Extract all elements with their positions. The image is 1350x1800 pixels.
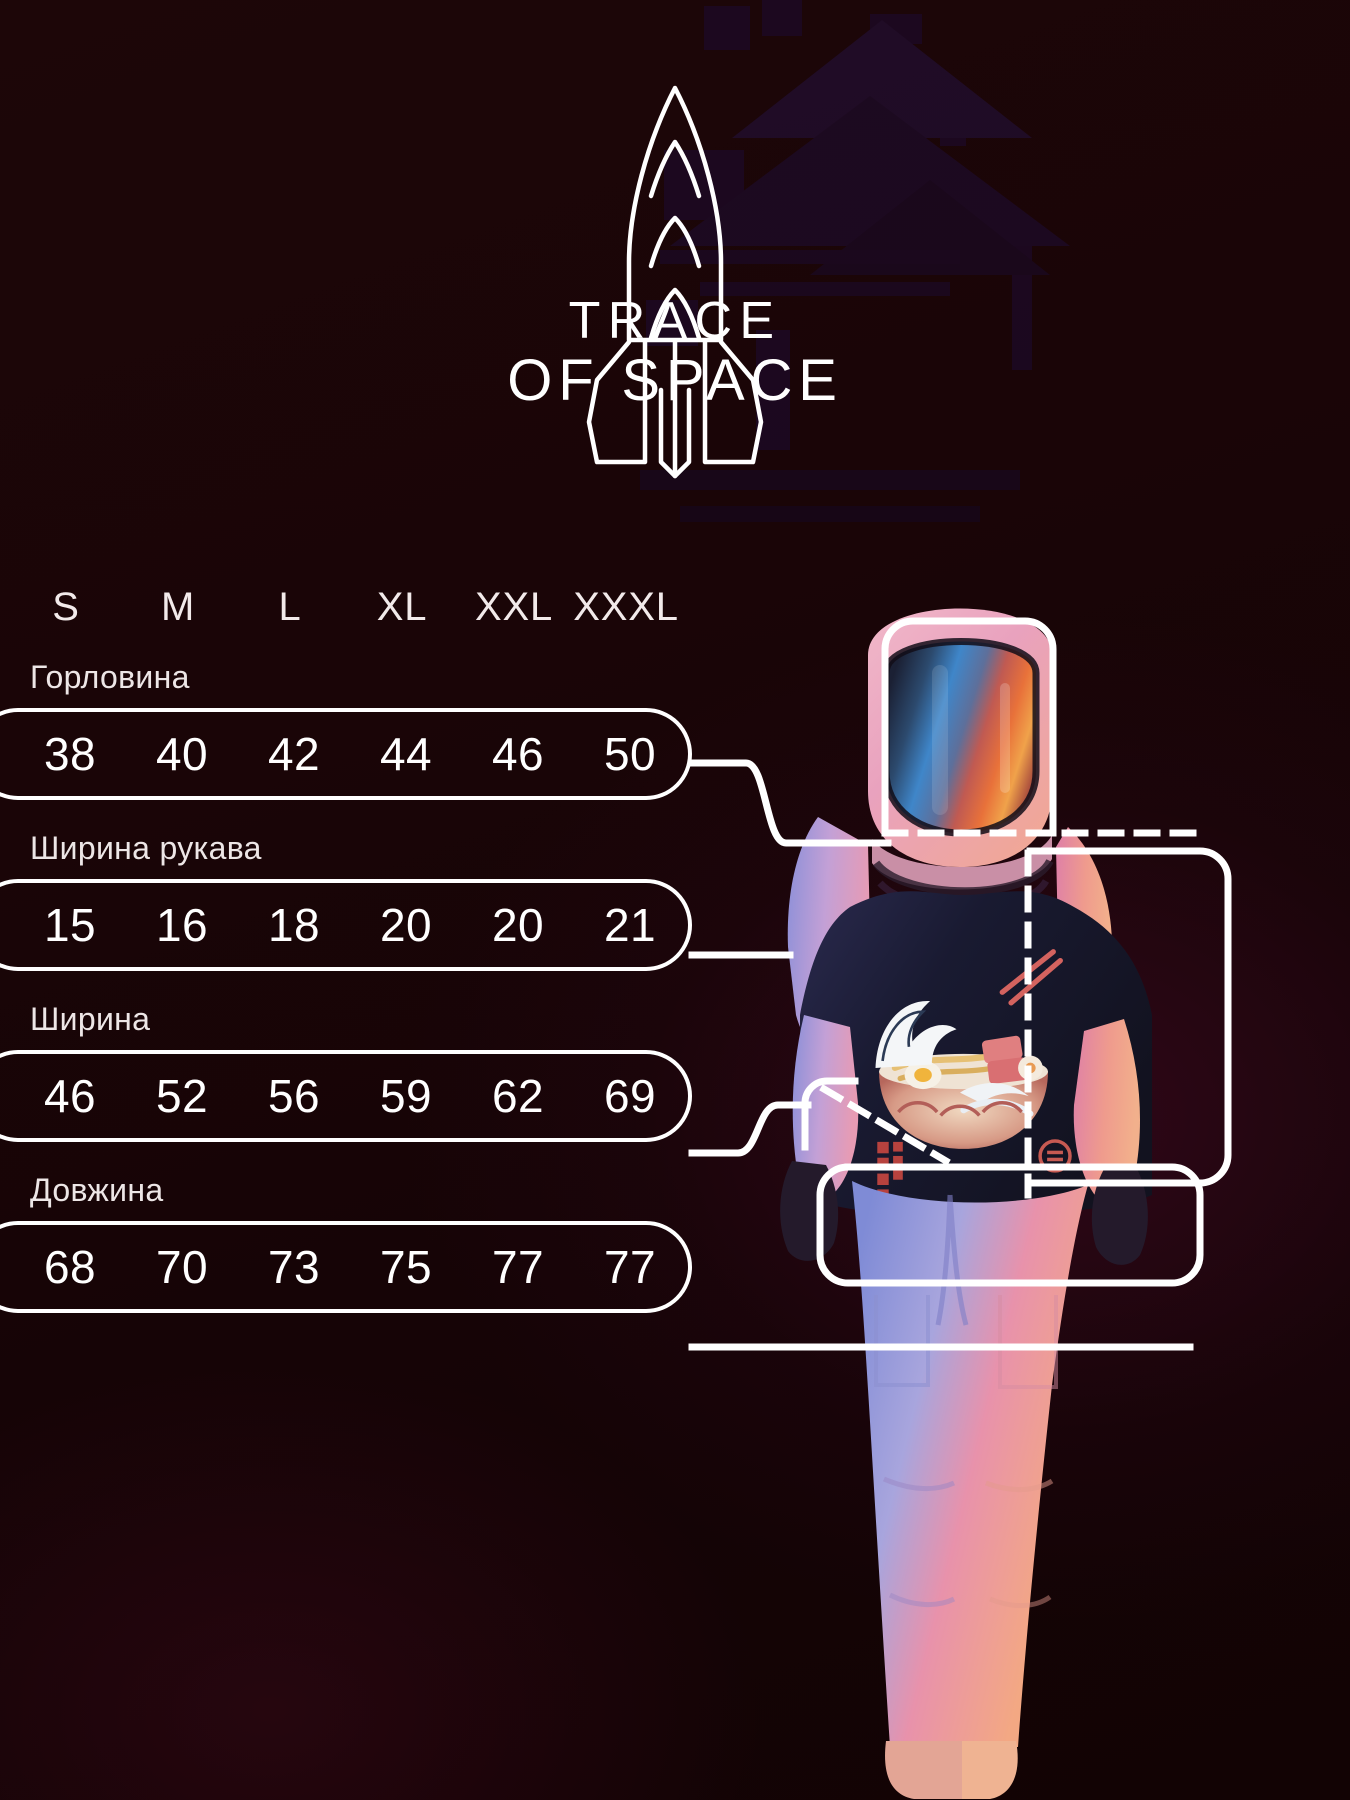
value-sleeve-xxl: 20: [491, 899, 545, 951]
value-neck-xxxl: 50: [603, 728, 657, 780]
value-width-xxl: 62: [491, 1070, 545, 1122]
value-length-l: 73: [267, 1241, 321, 1293]
value-length-xxxl: 77: [603, 1241, 657, 1293]
values-pill-sleeve: 15 16 18 20 20 21: [0, 879, 692, 971]
chest-bracket: [1026, 847, 1232, 1187]
value-width-l: 56: [267, 1070, 321, 1122]
size-header-xxl: XXL: [474, 585, 553, 629]
value-length-m: 70: [155, 1241, 209, 1293]
size-header-row: S M L XL XXL XXXL: [0, 585, 720, 651]
values-pill-length: 68 70 73 75 77 77: [0, 1221, 692, 1313]
neck-bracket: [881, 617, 1057, 837]
brand-logo: TRACE OF SPACE: [0, 70, 1350, 510]
values-pill-width: 46 52 56 59 62 69: [0, 1050, 692, 1142]
size-header-xl: XL: [376, 585, 428, 629]
size-header-m: M: [160, 585, 196, 629]
size-chart-table: S M L XL XXL XXXL Горловина 38 40 42 44 …: [0, 585, 720, 1343]
measurement-group-sleeve: Ширина рукава 15 16 18 20 20 21: [0, 830, 720, 971]
size-header-xxxl: XXXL: [573, 585, 679, 629]
brand-wordmark: TRACE OF SPACE: [0, 292, 1350, 412]
astronaut-figure: [700, 595, 1232, 1800]
value-sleeve-xxxl: 21: [603, 899, 657, 951]
row-label-length: Довжина: [30, 1172, 164, 1208]
value-sleeve-s: 15: [43, 899, 97, 951]
size-header-l: L: [278, 585, 302, 629]
value-width-m: 52: [155, 1070, 209, 1122]
connector-neck: [688, 759, 892, 847]
row-label-neck: Горловина: [30, 659, 190, 695]
value-sleeve-l: 18: [267, 899, 321, 951]
brand-name-line1: TRACE: [568, 292, 782, 350]
value-length-xl: 75: [379, 1241, 433, 1293]
value-neck-m: 40: [155, 728, 209, 780]
value-sleeve-m: 16: [155, 899, 209, 951]
pill-connectors: [688, 759, 1194, 1351]
value-length-s: 68: [43, 1241, 97, 1293]
value-neck-s: 38: [43, 728, 97, 780]
value-sleeve-xl: 20: [379, 899, 433, 951]
value-neck-xxl: 46: [491, 728, 545, 780]
size-header-s: S: [52, 585, 80, 629]
body-width-bracket: [816, 1163, 1204, 1287]
measurement-group-neck: Горловина 38 40 42 44 46 50: [0, 659, 720, 800]
connector-width: [688, 1101, 812, 1157]
rocket-icon: [586, 85, 764, 479]
value-width-xxxl: 69: [603, 1070, 657, 1122]
row-label-width: Ширина: [30, 1001, 151, 1037]
row-label-sleeve: Ширина рукава: [30, 830, 262, 866]
value-width-xl: 59: [379, 1070, 433, 1122]
value-width-s: 46: [43, 1070, 97, 1122]
value-length-xxl: 77: [491, 1241, 545, 1293]
measurement-group-length: Довжина 68 70 73 75 77 77: [0, 1172, 720, 1313]
value-neck-xl: 44: [379, 728, 433, 780]
astronaut-photo: [780, 608, 1152, 1799]
measurement-group-width: Ширина 46 52 56 59 62 69: [0, 1001, 720, 1142]
value-neck-l: 42: [267, 728, 321, 780]
sleeve-dashed-line: [819, 1084, 951, 1166]
values-pill-neck: 38 40 42 44 46 50: [0, 708, 692, 800]
measurement-brackets: [801, 617, 1232, 1287]
brand-name-line2: OF SPACE: [507, 348, 843, 413]
